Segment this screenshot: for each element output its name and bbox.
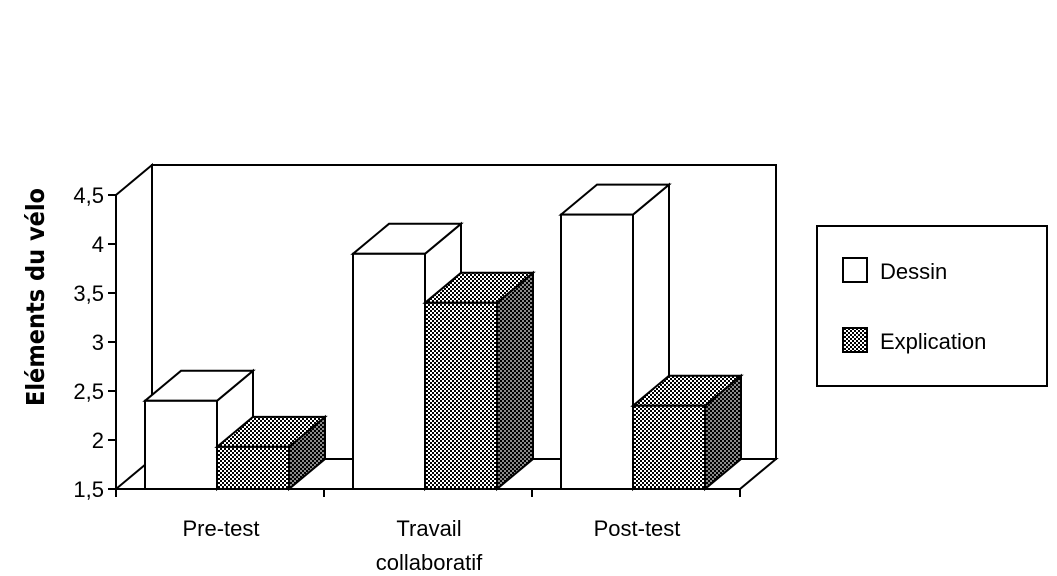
bars xyxy=(142,182,744,492)
legend-box xyxy=(816,225,1048,387)
y-tick-label: 1,5 xyxy=(73,477,104,502)
bar-side xyxy=(496,270,534,492)
category-label: Post-test xyxy=(594,516,681,541)
category-labels: Pre-test Travail collaboratif Post-test xyxy=(182,516,680,575)
y-tick-label: 2,5 xyxy=(73,379,104,404)
bar-front xyxy=(216,445,290,490)
legend-label-explication: Explication xyxy=(880,329,986,354)
category-label: collaboratif xyxy=(376,550,483,575)
legend-label-dessin: Dessin xyxy=(880,259,947,284)
y-tick-label: 4,5 xyxy=(73,183,104,208)
y-axis-ticks: 1,5 2 2,5 3 3,5 4 4,5 xyxy=(73,183,741,502)
bar-explication-0 xyxy=(214,414,328,492)
legend-swatch-explication xyxy=(842,327,868,353)
bar-front xyxy=(144,399,218,490)
y-axis-label: Eléments du vélo xyxy=(21,188,50,406)
category-label: Travail xyxy=(396,516,461,541)
bar-front xyxy=(352,252,426,490)
y-tick-label: 3,5 xyxy=(73,281,104,306)
legend: Dessin Explication xyxy=(816,225,1048,387)
bar-explication-1 xyxy=(422,270,536,492)
category-label: Pre-test xyxy=(182,516,259,541)
bar-explication-2 xyxy=(630,373,744,492)
legend-swatch-dessin xyxy=(842,257,868,283)
y-tick-label: 3 xyxy=(92,330,104,355)
bar-front xyxy=(632,404,706,491)
y-tick-label: 4 xyxy=(92,232,104,257)
bar-front xyxy=(560,213,634,490)
y-tick-label: 2 xyxy=(92,428,104,453)
bar-front xyxy=(424,301,498,490)
